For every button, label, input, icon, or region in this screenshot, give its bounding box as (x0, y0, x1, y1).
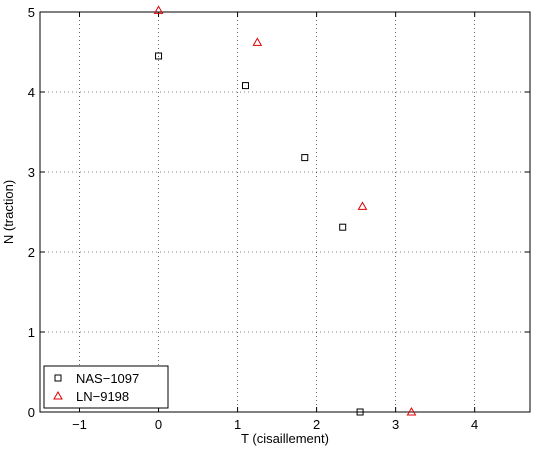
y-tick-label: 5 (28, 5, 35, 20)
y-tick-label: 1 (28, 325, 35, 340)
series-point-square (301, 154, 309, 162)
series-point-triangle (406, 406, 417, 416)
y-tick-label: 0 (28, 405, 35, 420)
plot-area (39, 11, 531, 413)
y-tick-label: 2 (28, 245, 35, 260)
legend-marker (53, 390, 63, 400)
data-points (153, 5, 417, 416)
grid-lines (40, 11, 530, 413)
series-point-square (339, 223, 347, 231)
y-axis-label: N (traction) (1, 180, 16, 244)
x-tick-label: 1 (234, 417, 241, 432)
x-tick-label: 3 (392, 417, 399, 432)
x-tick-label: 4 (471, 417, 478, 432)
legend-label: LN−9198 (76, 389, 129, 404)
legend-label: NAS−1097 (76, 371, 139, 386)
x-axis-label: T (cisaillement) (241, 431, 329, 446)
y-tick-label: 3 (28, 165, 35, 180)
legend: NAS−1097 LN−9198 (43, 365, 169, 409)
x-tick-label: 0 (155, 417, 162, 432)
axis-ticks: −1 0 1 2 3 4 0 1 2 3 4 5 (28, 5, 530, 432)
legend-box (43, 365, 169, 409)
y-tick-label: 4 (28, 85, 35, 100)
series-point-triangle (153, 5, 164, 14)
series-point-triangle (252, 37, 263, 46)
legend-marker (54, 374, 62, 382)
series-point-square (155, 52, 163, 60)
series-point-square (241, 82, 249, 90)
series-point-square (356, 408, 364, 416)
x-tick-label: 2 (313, 417, 320, 432)
x-tick-label: −1 (72, 417, 87, 432)
series-point-triangle (357, 201, 368, 210)
